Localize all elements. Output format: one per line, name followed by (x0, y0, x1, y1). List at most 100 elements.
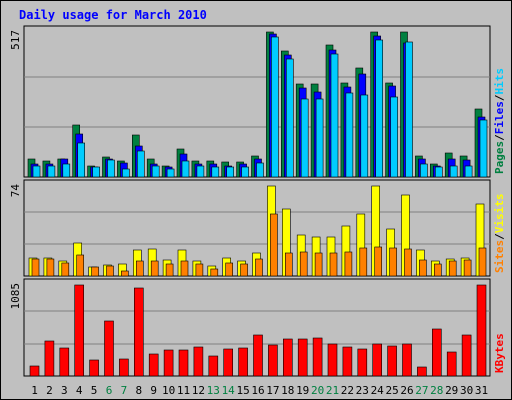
bar-hits-day-5 (92, 166, 100, 178)
panel-3-legend: KBytes (493, 333, 506, 373)
bar-hits-day-15 (241, 166, 249, 178)
bar-hits-day-27 (420, 163, 428, 178)
x-label-day-28: 28 (430, 384, 443, 397)
bar-sites-day-24 (374, 246, 383, 277)
x-label-day-4: 4 (76, 384, 83, 397)
bar-kbytes-day-20 (312, 337, 323, 377)
bar-kbytes-day-17 (268, 344, 278, 377)
bar-hits-day-20 (315, 98, 324, 178)
bar-sites-day-18 (284, 252, 293, 277)
bar-sites-day-16 (255, 258, 263, 277)
x-label-day-30: 30 (460, 384, 473, 397)
bar-kbytes-day-19 (297, 338, 308, 377)
bar-kbytes-day-5 (89, 359, 99, 377)
bar-sites-day-22 (344, 251, 353, 277)
bar-hits-day-2 (47, 165, 56, 178)
bar-kbytes-day-6 (104, 320, 114, 377)
x-label-day-19: 19 (296, 384, 309, 397)
chart-panels (23, 25, 491, 377)
bar-kbytes-day-27 (417, 366, 427, 377)
bar-hits-day-21 (330, 53, 339, 178)
x-label-day-12: 12 (192, 384, 205, 397)
bar-sites-day-17 (270, 213, 278, 277)
bar-hits-day-11 (181, 160, 190, 178)
y-axis-labels: 517 74 1085 (9, 30, 22, 310)
bar-sites-day-19 (299, 251, 308, 277)
bar-hits-day-14 (226, 166, 234, 178)
bar-sites-day-14 (225, 262, 233, 277)
bar-kbytes-day-1 (29, 365, 40, 377)
panel-2-legend: Sites/Visits (493, 194, 506, 274)
bar-hits-day-17 (271, 36, 279, 178)
x-label-day-17: 17 (266, 384, 279, 397)
bar-kbytes-day-24 (372, 343, 383, 377)
bar-hits-day-31 (479, 119, 488, 178)
panel-1-plot-area (23, 25, 491, 178)
bar-sites-day-10 (165, 263, 174, 277)
panel-3-ymax-label: 1085 (9, 283, 22, 310)
bar-sites-day-1 (31, 258, 40, 277)
bar-sites-day-15 (240, 263, 248, 277)
x-label-day-24: 24 (371, 384, 385, 397)
bar-kbytes-day-15 (238, 347, 248, 377)
bar-kbytes-day-14 (223, 348, 233, 377)
bar-hits-day-13 (211, 166, 220, 178)
x-label-day-6: 6 (106, 384, 113, 397)
x-label-day-18: 18 (281, 384, 294, 397)
bar-hits-day-28 (434, 166, 443, 178)
bar-sites-day-3 (61, 262, 70, 277)
bar-sites-day-8 (136, 260, 144, 277)
bar-kbytes-day-2 (44, 340, 55, 377)
bar-kbytes-day-13 (208, 355, 219, 377)
x-label-day-1: 1 (31, 384, 38, 397)
bar-hits-day-3 (62, 163, 71, 178)
bar-hits-day-8 (137, 150, 145, 178)
bar-kbytes-day-30 (461, 334, 472, 377)
bar-hits-day-4 (77, 142, 85, 178)
x-label-day-27: 27 (415, 384, 428, 397)
x-label-day-9: 9 (150, 384, 157, 397)
legend-: / (493, 94, 506, 101)
bar-kbytes-day-12 (193, 346, 204, 377)
bar-hits-day-25 (390, 96, 398, 178)
bar-hits-day-29 (449, 165, 458, 178)
bar-sites-day-21 (329, 252, 338, 277)
bar-sites-day-5 (91, 266, 99, 277)
bar-sites-day-7 (121, 270, 129, 277)
bar-hits-day-7 (122, 168, 130, 178)
bar-hits-day-26 (405, 41, 413, 178)
x-label-day-29: 29 (445, 384, 458, 397)
bar-sites-day-31 (478, 247, 487, 277)
bar-kbytes-day-9 (148, 353, 159, 377)
bar-hits-day-16 (256, 162, 264, 178)
bar-hits-day-24 (375, 39, 384, 178)
bar-kbytes-day-26 (402, 343, 412, 377)
bar-sites-day-25 (389, 247, 397, 277)
chart-bars (27, 31, 488, 377)
bar-kbytes-day-31 (476, 284, 487, 377)
x-label-day-3: 3 (61, 384, 68, 397)
bar-sites-day-23 (359, 247, 368, 277)
legend-pages: Pages (493, 141, 506, 174)
legend-kbytes: KBytes (493, 333, 506, 373)
chart-title: Daily usage for March 2010 (19, 8, 207, 22)
panel-1-ymax-label: 517 (9, 30, 22, 50)
bar-sites-day-13 (210, 268, 219, 277)
legend-: / (493, 134, 506, 141)
bar-hits-day-30 (464, 165, 473, 178)
x-label-day-10: 10 (162, 384, 175, 397)
bar-kbytes-day-22 (342, 346, 353, 377)
bar-sites-day-30 (463, 259, 472, 277)
bar-sites-day-26 (404, 248, 412, 277)
panel-1-legend: Pages/Files/Hits (493, 68, 506, 174)
legend-visits: Visits (493, 194, 506, 234)
bar-sites-day-4 (76, 254, 84, 277)
x-label-day-7: 7 (121, 384, 128, 397)
x-label-day-14: 14 (222, 384, 236, 397)
x-label-day-15: 15 (236, 384, 249, 397)
bar-hits-day-1 (32, 165, 41, 178)
x-label-day-21: 21 (326, 384, 339, 397)
bar-sites-day-11 (180, 260, 189, 277)
bar-kbytes-day-4 (74, 284, 84, 377)
panel-2-ymax-label: 74 (9, 184, 22, 198)
